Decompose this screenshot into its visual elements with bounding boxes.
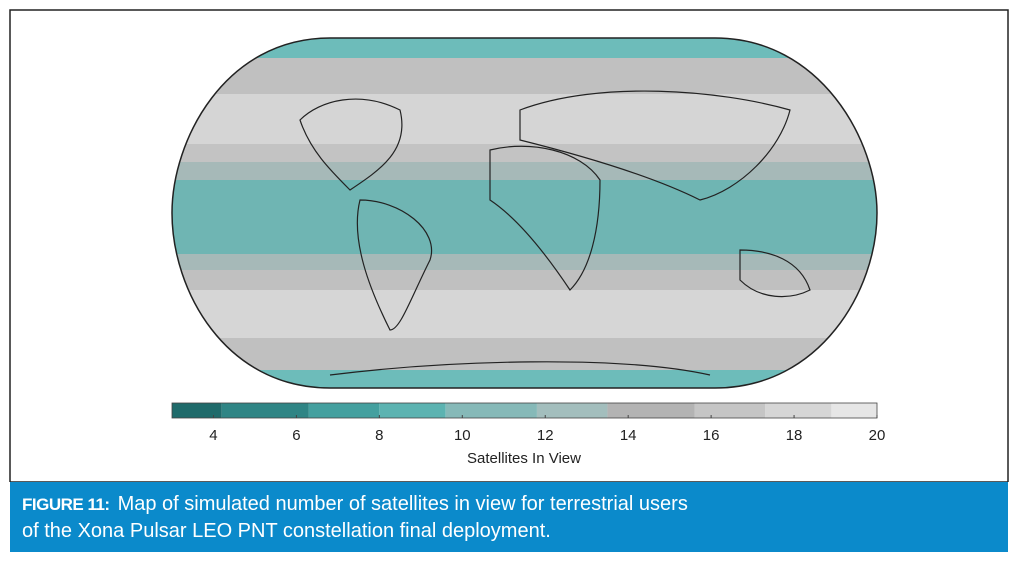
tick-label: 20 — [869, 427, 886, 444]
colorbar-segment — [607, 403, 695, 418]
tick-label: 16 — [703, 427, 720, 444]
colorbar-segment — [445, 403, 537, 418]
tick-label: 18 — [786, 427, 803, 444]
tick-label: 6 — [292, 427, 300, 444]
colorbar-segment — [536, 403, 608, 418]
colorbar-segment — [308, 403, 380, 418]
tick-label: 10 — [454, 427, 471, 444]
colorbar-segment — [831, 403, 877, 418]
colorbar-segment — [379, 403, 446, 418]
map — [172, 38, 877, 388]
caption-text: of the Xona Pulsar LEO PNT constellation… — [22, 520, 551, 542]
colorbar-segment — [694, 403, 766, 418]
colorbar-segment — [221, 403, 309, 418]
caption: FIGURE 11: Map of simulated number of sat… — [10, 482, 1008, 552]
tick-label: 4 — [209, 427, 217, 444]
colorbar-border — [171, 402, 878, 419]
tick-label: 8 — [375, 427, 383, 444]
caption-line: FIGURE 11: Map of simulated number of sat… — [22, 491, 996, 518]
colorbar-segment — [172, 403, 222, 418]
figure: 4 6 8 10 12 14 16 18 20 Satellites In View — [9, 9, 1009, 482]
colorbar: 4 6 8 10 12 14 16 18 20 — [171, 402, 886, 444]
colorbar-segment — [765, 403, 832, 418]
map-outline — [171, 37, 878, 389]
tick-label: 14 — [620, 427, 637, 444]
caption-text: Map of simulated number of satellites in… — [117, 493, 688, 515]
caption-line: of the Xona Pulsar LEO PNT constellation… — [22, 518, 996, 544]
figure-label: FIGURE 11: — [22, 495, 110, 514]
colorbar-label: Satellites In View — [467, 450, 581, 467]
tick-label: 12 — [537, 427, 554, 444]
